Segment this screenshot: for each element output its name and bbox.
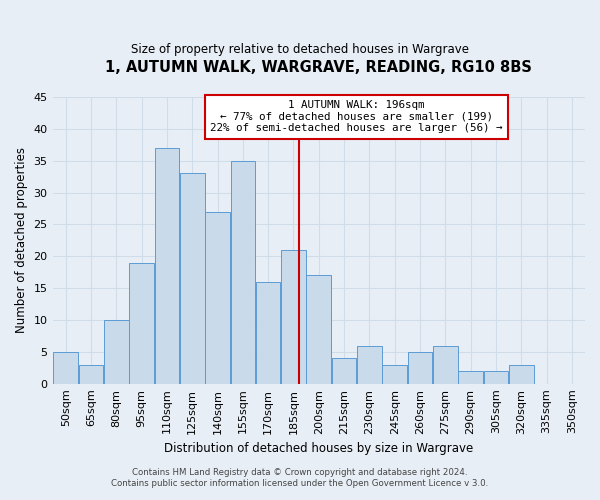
- Text: 1 AUTUMN WALK: 196sqm
← 77% of detached houses are smaller (199)
22% of semi-det: 1 AUTUMN WALK: 196sqm ← 77% of detached …: [211, 100, 503, 134]
- Bar: [433, 346, 458, 384]
- Bar: [53, 352, 78, 384]
- Bar: [104, 320, 128, 384]
- Bar: [155, 148, 179, 384]
- Bar: [458, 371, 483, 384]
- Bar: [281, 250, 306, 384]
- Bar: [332, 358, 356, 384]
- Bar: [484, 371, 508, 384]
- Bar: [130, 262, 154, 384]
- Bar: [256, 282, 280, 384]
- Bar: [180, 174, 205, 384]
- X-axis label: Distribution of detached houses by size in Wargrave: Distribution of detached houses by size …: [164, 442, 473, 455]
- Bar: [357, 346, 382, 384]
- Text: Contains HM Land Registry data © Crown copyright and database right 2024.
Contai: Contains HM Land Registry data © Crown c…: [112, 468, 488, 487]
- Bar: [205, 212, 230, 384]
- Bar: [509, 364, 533, 384]
- Bar: [307, 276, 331, 384]
- Title: 1, AUTUMN WALK, WARGRAVE, READING, RG10 8BS: 1, AUTUMN WALK, WARGRAVE, READING, RG10 …: [106, 60, 532, 75]
- Y-axis label: Number of detached properties: Number of detached properties: [15, 148, 28, 334]
- Bar: [382, 364, 407, 384]
- Bar: [230, 160, 255, 384]
- Text: Size of property relative to detached houses in Wargrave: Size of property relative to detached ho…: [131, 42, 469, 56]
- Bar: [408, 352, 432, 384]
- Bar: [79, 364, 103, 384]
